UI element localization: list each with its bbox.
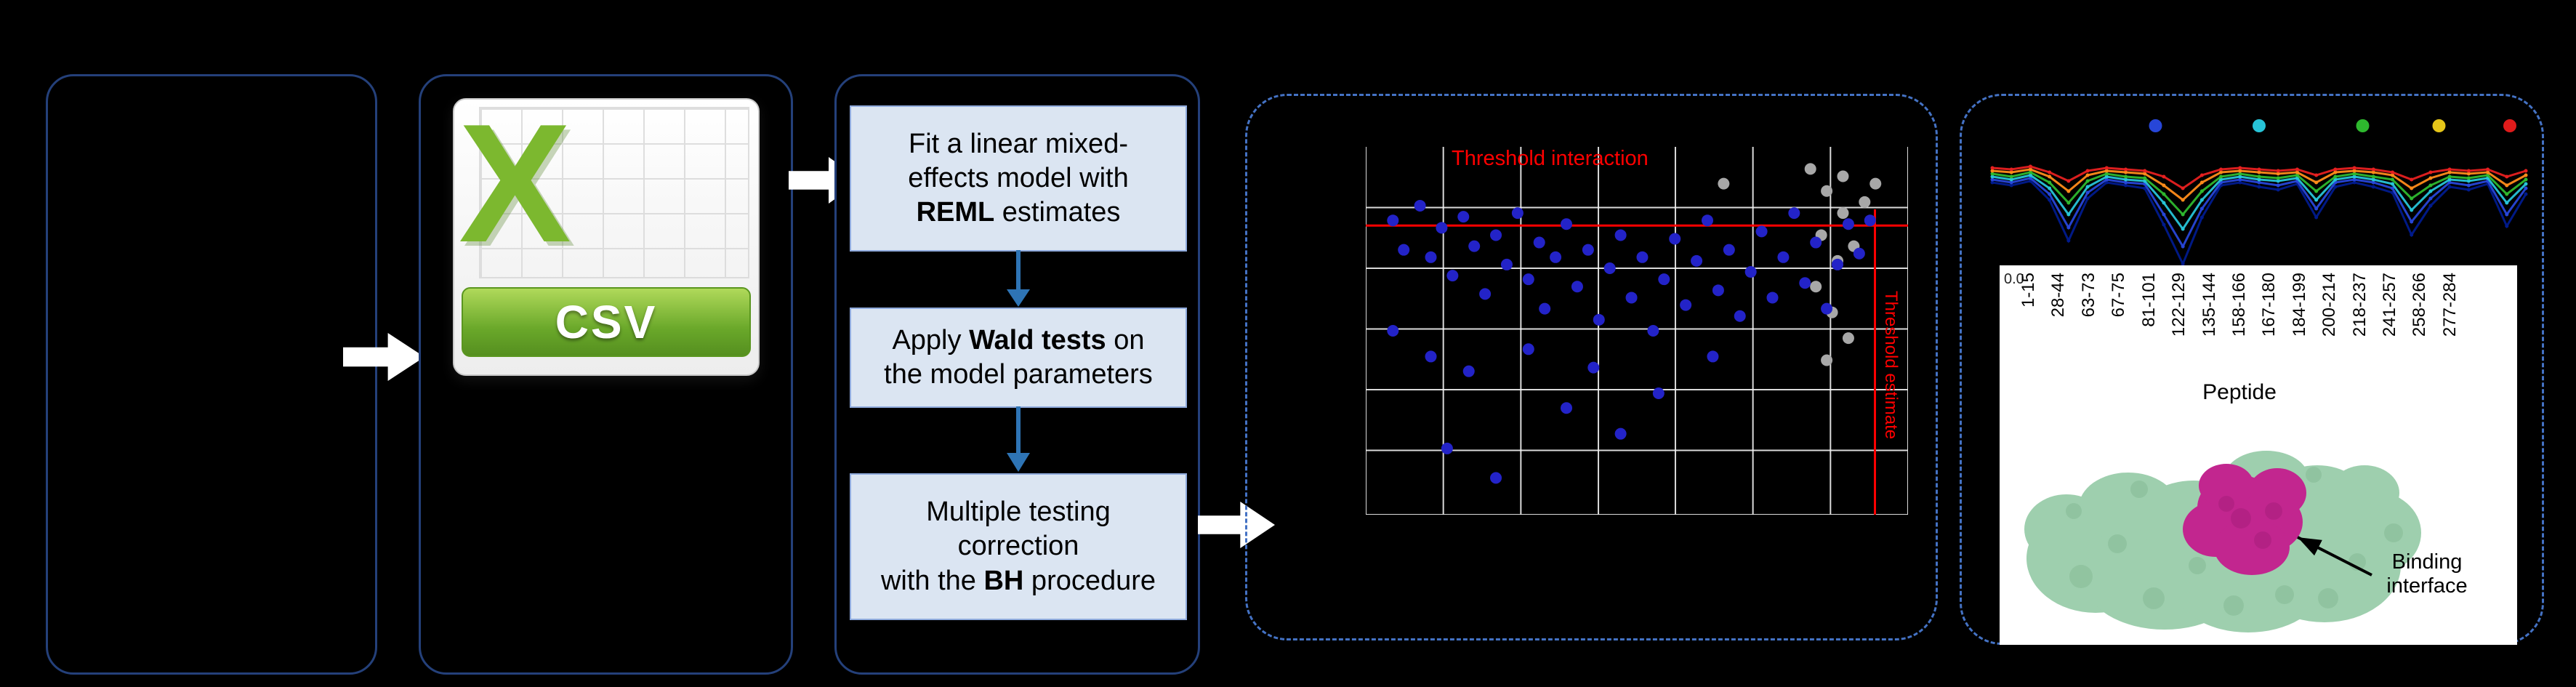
excel-x-logo: X: [459, 89, 571, 278]
peptide-panel: 0.0 1-15 28-44 63-73 67-75 81-101 122-129 135-…: [1960, 94, 2544, 645]
threshold-estimate-label: Threshold estimate: [1881, 291, 1901, 440]
threshold-interaction-label: Threshold interaction: [1452, 147, 1649, 170]
peptide-axis-title: Peptide: [2202, 380, 2277, 404]
input-box: [46, 74, 377, 675]
peptide-tick-label: 218-237: [2349, 273, 2370, 337]
peptide-tick-label: 135-144: [2199, 273, 2219, 337]
down-arrow-2: [1007, 406, 1030, 472]
results-panel: Threshold interaction Threshold estimate: [1245, 94, 1938, 640]
modeling-steps-box: Fit a linear mixed-effects model with REM…: [834, 74, 1200, 675]
csv-banner: CSV: [462, 287, 751, 357]
step-fit-model: Fit a linear mixed-effects model with REM…: [850, 105, 1187, 252]
binding-interface-label: Binding interface: [2386, 550, 2468, 598]
down-arrow-1: [1007, 250, 1030, 307]
y-axis-tick-label: 0.0: [2004, 271, 2024, 287]
protein-structure-image: [2024, 451, 2421, 632]
peptide-tick-label: 67-75: [2109, 273, 2129, 318]
uptake-line-chart: [1990, 119, 2528, 267]
peptide-tick-labels: 1-15 28-44 63-73 67-75 81-101 122-129 135-144 1…: [2018, 273, 2460, 337]
peptide-tick-label: 200-214: [2319, 273, 2340, 337]
peptide-tick-label: 1-15: [2018, 273, 2038, 308]
binding-interface-arrow: [2297, 536, 2372, 576]
peptide-tick-label: 167-180: [2259, 273, 2279, 337]
step-wald-tests: Apply Wald tests on the model parameters: [850, 308, 1187, 408]
csv-box: X CSV: [419, 74, 793, 675]
scatter-plot-svg: [1365, 147, 1909, 515]
peptide-axis-panel: 0.0 1-15 28-44 63-73 67-75 81-101 122-129 135-…: [2000, 265, 2517, 645]
peptide-tick-label: 277-284: [2439, 273, 2460, 337]
spreadsheet-grid: [479, 107, 749, 278]
peptide-tick-label: 241-257: [2380, 273, 2400, 337]
peptide-tick-label: 184-199: [2289, 273, 2309, 337]
step-bh-correction: Multiple testing correction with the BH pr…: [850, 473, 1187, 620]
peptide-tick-label: 63-73: [2078, 273, 2098, 318]
peptide-tick-label: 122-129: [2169, 273, 2189, 337]
csv-banner-label: CSV: [555, 296, 658, 348]
volcano-plot: Threshold interaction Threshold estimate: [1365, 147, 1909, 515]
csv-file-icon: X CSV: [453, 89, 760, 376]
peptide-tick-label: 158-166: [2229, 273, 2249, 337]
peptide-tick-label: 258-266: [2410, 273, 2430, 337]
peptide-tick-label: 81-101: [2138, 273, 2159, 327]
peptide-tick-label: 28-44: [2048, 273, 2069, 318]
